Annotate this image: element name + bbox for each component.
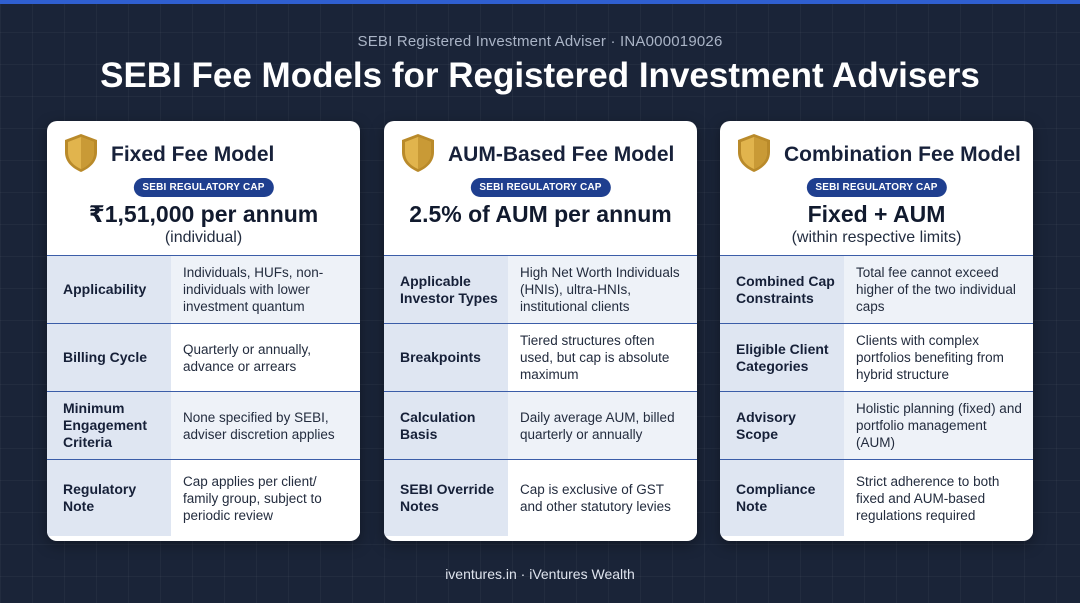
table-row: Eligible Client Categories Clients with … <box>720 323 1033 391</box>
card-title: AUM-Based Fee Model <box>448 143 675 166</box>
row-label: Combined Cap Constraints <box>720 256 844 323</box>
card-header: AUM-Based Fee Model SEBI REGULATORY CAP … <box>384 121 697 255</box>
row-value: Quarterly or annually, advance or arrear… <box>171 324 360 391</box>
card-title: Fixed Fee Model <box>111 143 275 166</box>
cap-value: ₹1,51,000 per annum <box>88 201 319 227</box>
row-value: Strict adherence to both fixed and AUM-b… <box>844 460 1033 536</box>
row-label: Breakpoints <box>384 324 508 391</box>
cap-subtext: (individual) <box>164 229 243 246</box>
table-row: Calculation Basis Daily average AUM, bil… <box>384 391 697 459</box>
card-header: Fixed Fee Model SEBI REGULATORY CAP ₹1,5… <box>47 121 360 255</box>
row-label: Calculation Basis <box>384 392 508 459</box>
row-value: Individuals, HUFs, non-individuals with … <box>171 256 360 323</box>
cap-value: 2.5% of AUM per annum <box>409 201 672 227</box>
regulatory-cap-badge: SEBI REGULATORY CAP <box>806 178 947 197</box>
row-label: SEBI Override Notes <box>384 460 508 536</box>
shield-icon <box>65 134 97 172</box>
table-row: Combined Cap Constraints Total fee canno… <box>720 255 1033 323</box>
page-subtitle: SEBI Registered Investment Adviser · INA… <box>357 33 723 50</box>
card-fixed-fee: Fixed Fee Model SEBI REGULATORY CAP ₹1,5… <box>47 121 360 541</box>
row-value: Tiered structures often used, but cap is… <box>508 324 697 391</box>
details-table: Applicability Individuals, HUFs, non-ind… <box>47 255 360 536</box>
card-combination-fee: Combination Fee Model SEBI REGULATORY CA… <box>720 121 1033 541</box>
row-value: Clients with complex portfolios benefiti… <box>844 324 1033 391</box>
shield-icon <box>738 134 770 172</box>
row-label: Minimum Engagement Criteria <box>47 392 171 459</box>
table-row: Advisory Scope Holistic planning (fixed)… <box>720 391 1033 459</box>
card-header: Combination Fee Model SEBI REGULATORY CA… <box>720 121 1033 255</box>
top-accent-bar <box>0 0 1080 4</box>
row-value: Daily average AUM, billed quarterly or a… <box>508 392 697 459</box>
row-label: Eligible Client Categories <box>720 324 844 391</box>
cap-value: Fixed + AUM <box>807 201 946 227</box>
footer-credit: iventures.in · iVentures Wealth <box>445 566 635 582</box>
regulatory-cap-badge: SEBI REGULATORY CAP <box>133 178 274 197</box>
row-label: Applicable Investor Types <box>384 256 508 323</box>
row-value: Holistic planning (fixed) and portfolio … <box>844 392 1033 459</box>
card-aum-based-fee: AUM-Based Fee Model SEBI REGULATORY CAP … <box>384 121 697 541</box>
details-table: Applicable Investor Types High Net Worth… <box>384 255 697 536</box>
row-label: Applicability <box>47 256 171 323</box>
regulatory-cap-badge: SEBI REGULATORY CAP <box>470 178 611 197</box>
row-value: Cap is exclusive of GST and other statut… <box>508 460 697 536</box>
table-row: Applicability Individuals, HUFs, non-ind… <box>47 255 360 323</box>
table-row: Regulatory Note Cap applies per client/ … <box>47 459 360 536</box>
row-label: Advisory Scope <box>720 392 844 459</box>
row-value: Cap applies per client/ family group, su… <box>171 460 360 536</box>
shield-icon <box>402 134 434 172</box>
row-value: High Net Worth Individuals (HNIs), ultra… <box>508 256 697 323</box>
table-row: Billing Cycle Quarterly or annually, adv… <box>47 323 360 391</box>
table-row: Breakpoints Tiered structures often used… <box>384 323 697 391</box>
page-title: SEBI Fee Models for Registered Investmen… <box>100 56 980 95</box>
table-row: SEBI Override Notes Cap is exclusive of … <box>384 459 697 536</box>
row-label: Compliance Note <box>720 460 844 536</box>
row-value: None specified by SEBI, adviser discreti… <box>171 392 360 459</box>
details-table: Combined Cap Constraints Total fee canno… <box>720 255 1033 536</box>
row-label: Billing Cycle <box>47 324 171 391</box>
fee-model-cards: Fixed Fee Model SEBI REGULATORY CAP ₹1,5… <box>47 121 1034 541</box>
row-value: Total fee cannot exceed higher of the tw… <box>844 256 1033 323</box>
table-row: Minimum Engagement Criteria None specifi… <box>47 391 360 459</box>
table-row: Compliance Note Strict adherence to both… <box>720 459 1033 536</box>
cap-subtext: (within respective limits) <box>791 229 962 246</box>
table-row: Applicable Investor Types High Net Worth… <box>384 255 697 323</box>
row-label: Regulatory Note <box>47 460 171 536</box>
card-title: Combination Fee Model <box>784 143 1021 166</box>
